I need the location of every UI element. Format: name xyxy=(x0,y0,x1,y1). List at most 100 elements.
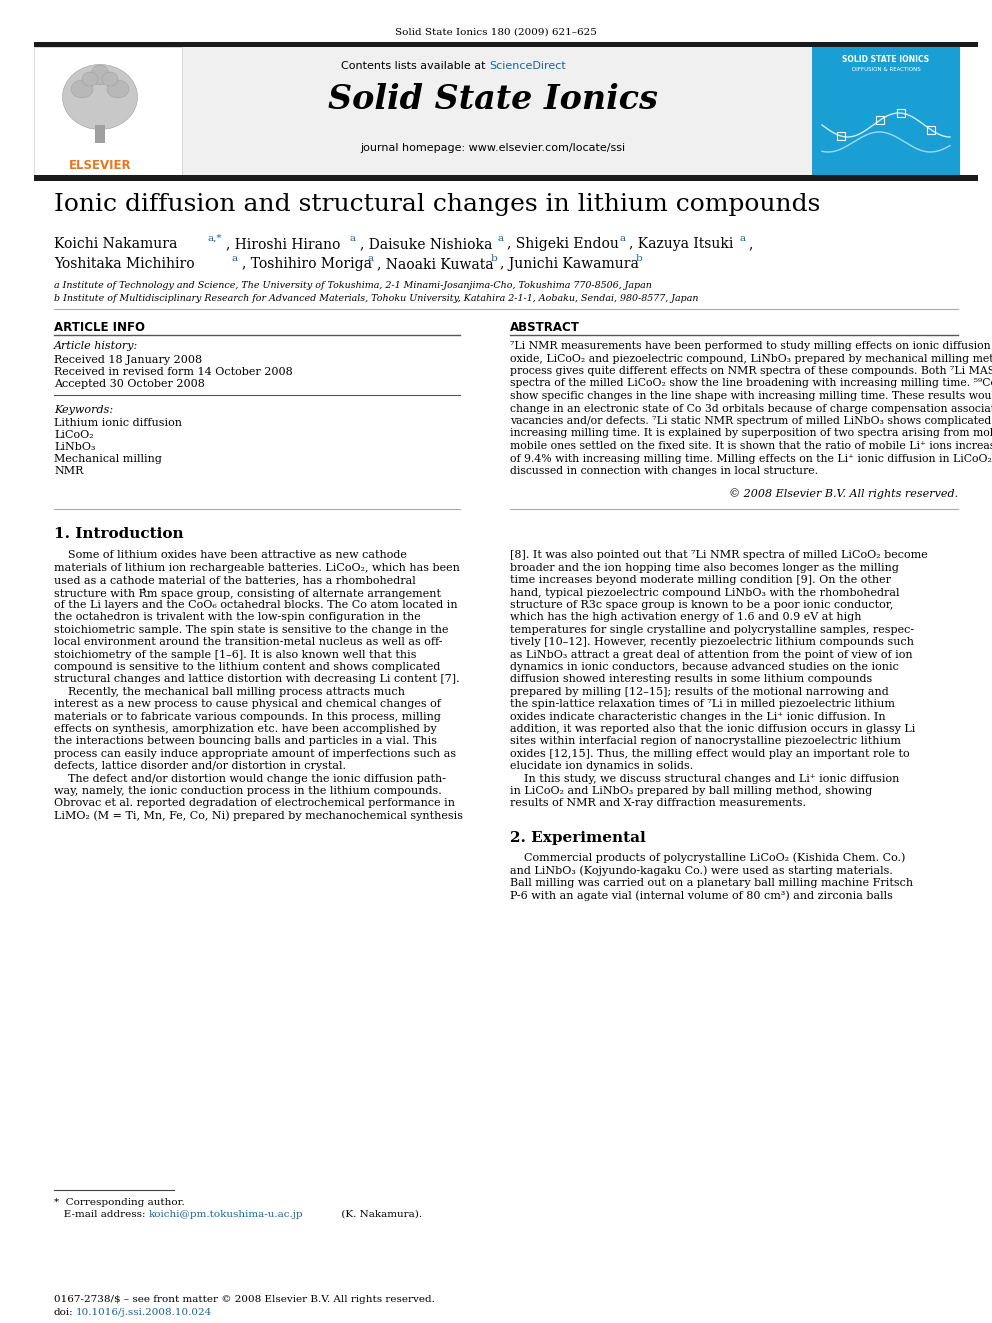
Text: 0167-2738/$ – see front matter © 2008 Elsevier B.V. All rights reserved.: 0167-2738/$ – see front matter © 2008 El… xyxy=(54,1295,434,1304)
Text: structural changes and lattice distortion with decreasing Li content [7].: structural changes and lattice distortio… xyxy=(54,675,459,684)
Text: as LiNbO₃ attract a great deal of attention from the point of view of ion: as LiNbO₃ attract a great deal of attent… xyxy=(510,650,913,660)
Text: Some of lithium oxides have been attractive as new cathode: Some of lithium oxides have been attract… xyxy=(54,550,407,561)
Text: Article history:: Article history: xyxy=(54,341,138,351)
Ellipse shape xyxy=(91,65,109,85)
Text: increasing milling time. It is explained by superposition of two spectra arising: increasing milling time. It is explained… xyxy=(510,429,992,438)
Text: b: b xyxy=(636,254,643,263)
Text: ELSEVIER: ELSEVIER xyxy=(68,159,131,172)
Ellipse shape xyxy=(102,71,118,86)
Text: process gives quite different effects on NMR spectra of these compounds. Both ⁷L: process gives quite different effects on… xyxy=(510,366,992,376)
Text: Lithium ionic diffusion: Lithium ionic diffusion xyxy=(54,418,182,429)
Bar xyxy=(34,48,182,175)
Text: compound is sensitive to the lithium content and shows complicated: compound is sensitive to the lithium con… xyxy=(54,662,440,672)
Bar xyxy=(34,175,978,181)
Text: a: a xyxy=(368,254,374,263)
Text: in LiCoO₂ and LiNbO₃ prepared by ball milling method, showing: in LiCoO₂ and LiNbO₃ prepared by ball mi… xyxy=(510,786,872,796)
Text: Yoshitaka Michihiro: Yoshitaka Michihiro xyxy=(54,257,194,271)
Text: P-6 with an agate vial (internal volume of 80 cm³) and zirconia balls: P-6 with an agate vial (internal volume … xyxy=(510,890,893,901)
Text: Accepted 30 October 2008: Accepted 30 October 2008 xyxy=(54,378,205,389)
Text: (K. Nakamura).: (K. Nakamura). xyxy=(338,1211,423,1218)
Text: , Naoaki Kuwata: , Naoaki Kuwata xyxy=(377,257,494,271)
Text: results of NMR and X-ray diffraction measurements.: results of NMR and X-ray diffraction mea… xyxy=(510,799,806,808)
Text: defects, lattice disorder and/or distortion in crystal.: defects, lattice disorder and/or distort… xyxy=(54,761,346,771)
Bar xyxy=(876,116,884,124)
Bar xyxy=(174,48,812,175)
Text: b: b xyxy=(491,254,498,263)
Bar xyxy=(837,132,845,140)
Text: *  Corresponding author.: * Corresponding author. xyxy=(54,1199,185,1207)
Text: a,*: a,* xyxy=(208,234,222,243)
Text: The defect and/or distortion would change the ionic diffusion path-: The defect and/or distortion would chang… xyxy=(54,774,446,783)
Text: ,: , xyxy=(748,237,752,251)
Text: , Junichi Kawamura: , Junichi Kawamura xyxy=(500,257,639,271)
Text: interest as a new process to cause physical and chemical changes of: interest as a new process to cause physi… xyxy=(54,700,440,709)
Text: © 2008 Elsevier B.V. All rights reserved.: © 2008 Elsevier B.V. All rights reserved… xyxy=(729,488,958,499)
Text: a: a xyxy=(232,254,238,263)
Ellipse shape xyxy=(62,65,138,130)
Text: Obrovac et al. reported degradation of electrochemical performance in: Obrovac et al. reported degradation of e… xyxy=(54,799,455,808)
Text: , Kazuya Itsuki: , Kazuya Itsuki xyxy=(629,237,733,251)
Text: doi:: doi: xyxy=(54,1308,73,1316)
Text: Commercial products of polycrystalline LiCoO₂ (Kishida Chem. Co.): Commercial products of polycrystalline L… xyxy=(510,853,906,864)
Text: Solid State Ionics 180 (2009) 621–625: Solid State Ionics 180 (2009) 621–625 xyxy=(395,28,597,37)
Text: Keywords:: Keywords: xyxy=(54,405,113,415)
Text: elucidate ion dynamics in solids.: elucidate ion dynamics in solids. xyxy=(510,761,693,771)
Text: show specific changes in the line shape with increasing milling time. These resu: show specific changes in the line shape … xyxy=(510,392,992,401)
Text: 1. Introduction: 1. Introduction xyxy=(54,527,184,541)
Text: local environment around the transition-metal nucleus as well as off-: local environment around the transition-… xyxy=(54,638,442,647)
Text: time increases beyond moderate milling condition [9]. On the other: time increases beyond moderate milling c… xyxy=(510,576,891,585)
Bar xyxy=(927,126,934,134)
Text: structure of R3c space group is known to be a poor ionic conductor,: structure of R3c space group is known to… xyxy=(510,601,894,610)
Text: stoichiometric sample. The spin state is sensitive to the change in the: stoichiometric sample. The spin state is… xyxy=(54,624,448,635)
Text: materials of lithium ion rechargeable batteries. LiCoO₂, which has been: materials of lithium ion rechargeable ba… xyxy=(54,562,460,573)
Text: diffusion showed interesting results in some lithium compounds: diffusion showed interesting results in … xyxy=(510,675,872,684)
Text: oxides [12,15]. Thus, the milling effect would play an important role to: oxides [12,15]. Thus, the milling effect… xyxy=(510,749,910,759)
Text: ⁷Li NMR measurements have been performed to study milling effects on ionic diffu: ⁷Li NMR measurements have been performed… xyxy=(510,341,992,351)
Text: change in an electronic state of Co 3d orbitals because of charge compensation a: change in an electronic state of Co 3d o… xyxy=(510,404,992,414)
Text: ScienceDirect: ScienceDirect xyxy=(489,61,565,71)
Bar xyxy=(898,110,906,118)
Text: In this study, we discuss structural changes and Li⁺ ionic diffusion: In this study, we discuss structural cha… xyxy=(510,774,900,783)
Text: used as a cathode material of the batteries, has a rhombohedral: used as a cathode material of the batter… xyxy=(54,576,416,585)
Text: temperatures for single crystalline and polycrystalline samples, respec-: temperatures for single crystalline and … xyxy=(510,624,914,635)
Text: hand, typical piezoelectric compound LiNbO₃ with the rhombohedral: hand, typical piezoelectric compound LiN… xyxy=(510,587,900,598)
Text: way, namely, the ionic conduction process in the lithium compounds.: way, namely, the ionic conduction proces… xyxy=(54,786,441,796)
Text: DIFFUSION & REACTIONS: DIFFUSION & REACTIONS xyxy=(851,67,921,71)
Text: a: a xyxy=(620,234,626,243)
Text: Contents lists available at: Contents lists available at xyxy=(341,61,489,71)
Text: dynamics in ionic conductors, because advanced studies on the ionic: dynamics in ionic conductors, because ad… xyxy=(510,662,899,672)
Bar xyxy=(34,42,978,48)
Text: , Hiroshi Hirano: , Hiroshi Hirano xyxy=(226,237,340,251)
Text: NMR: NMR xyxy=(54,466,83,476)
Text: ABSTRACT: ABSTRACT xyxy=(510,321,580,333)
Text: koichi@pm.tokushima-u.ac.jp: koichi@pm.tokushima-u.ac.jp xyxy=(149,1211,304,1218)
Text: a: a xyxy=(350,234,356,243)
Text: oxide, LiCoO₂ and piezoelectric compound, LiNbO₃ prepared by mechanical milling : oxide, LiCoO₂ and piezoelectric compound… xyxy=(510,353,992,364)
Text: 10.1016/j.ssi.2008.10.024: 10.1016/j.ssi.2008.10.024 xyxy=(76,1308,212,1316)
Text: vacancies and/or defects. ⁷Li static NMR spectrum of milled LiNbO₃ shows complic: vacancies and/or defects. ⁷Li static NMR… xyxy=(510,415,992,426)
Text: a: a xyxy=(498,234,504,243)
Text: and LiNbO₃ (Kojyundo-kagaku Co.) were used as starting materials.: and LiNbO₃ (Kojyundo-kagaku Co.) were us… xyxy=(510,865,893,876)
Ellipse shape xyxy=(82,71,98,86)
Text: LiMO₂ (M = Ti, Mn, Fe, Co, Ni) prepared by mechanochemical synthesis: LiMO₂ (M = Ti, Mn, Fe, Co, Ni) prepared … xyxy=(54,811,463,822)
Text: a: a xyxy=(739,234,745,243)
Text: Ionic diffusion and structural changes in lithium compounds: Ionic diffusion and structural changes i… xyxy=(54,193,820,216)
Text: addition, it was reported also that the ionic diffusion occurs in glassy Li: addition, it was reported also that the … xyxy=(510,724,916,734)
Text: broader and the ion hopping time also becomes longer as the milling: broader and the ion hopping time also be… xyxy=(510,562,899,573)
Text: Recently, the mechanical ball milling process attracts much: Recently, the mechanical ball milling pr… xyxy=(54,687,405,697)
Text: [8]. It was also pointed out that ⁷Li NMR spectra of milled LiCoO₂ become: [8]. It was also pointed out that ⁷Li NM… xyxy=(510,550,928,561)
Bar xyxy=(812,48,960,175)
Text: oxides indicate characteristic changes in the Li⁺ ionic diffusion. In: oxides indicate characteristic changes i… xyxy=(510,712,886,722)
Ellipse shape xyxy=(107,79,129,98)
Text: LiCoO₂: LiCoO₂ xyxy=(54,430,93,441)
Text: a Institute of Technology and Science, The University of Tokushima, 2-1 Minami-J: a Institute of Technology and Science, T… xyxy=(54,280,652,290)
Text: process can easily induce appropriate amount of imperfections such as: process can easily induce appropriate am… xyxy=(54,749,456,759)
Text: sites within interfacial region of nanocrystalline piezoelectric lithium: sites within interfacial region of nanoc… xyxy=(510,737,901,746)
Text: stoichiometry of the sample [1–6]. It is also known well that this: stoichiometry of the sample [1–6]. It is… xyxy=(54,650,417,660)
Text: the interactions between bouncing balls and particles in a vial. This: the interactions between bouncing balls … xyxy=(54,737,437,746)
Text: E-mail address:: E-mail address: xyxy=(54,1211,149,1218)
Text: effects on synthesis, amorphization etc. have been accomplished by: effects on synthesis, amorphization etc.… xyxy=(54,724,436,734)
Text: , Toshihiro Moriga: , Toshihiro Moriga xyxy=(242,257,372,271)
Text: materials or to fabricate various compounds. In this process, milling: materials or to fabricate various compou… xyxy=(54,712,440,722)
Text: ARTICLE INFO: ARTICLE INFO xyxy=(54,321,145,333)
